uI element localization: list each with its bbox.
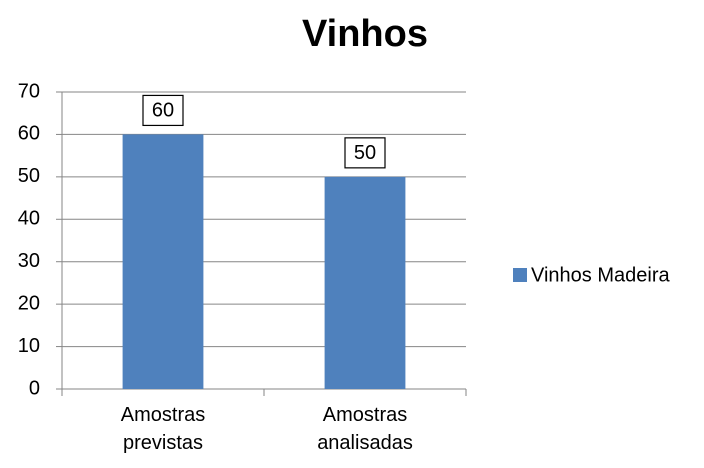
x-tick-label: Amostras analisadas xyxy=(317,404,413,454)
y-tick-label: 0 xyxy=(29,377,40,399)
y-tick-label: 20 xyxy=(18,292,40,314)
data-label-box xyxy=(142,94,184,127)
data-label-box xyxy=(344,137,386,169)
x-tick-label: Amostras previstas xyxy=(120,404,206,454)
legend-label: Vinhos Madeira xyxy=(531,264,670,286)
bar xyxy=(324,176,406,389)
y-tick-label: 60 xyxy=(18,123,40,145)
bar xyxy=(122,134,204,389)
data-label: 50 xyxy=(354,142,376,164)
y-tick-label: 40 xyxy=(18,208,40,230)
data-label: 60 xyxy=(152,100,174,122)
y-tick-label: 10 xyxy=(18,335,40,357)
chart-title: Vinhos xyxy=(302,13,428,55)
y-tick-label: 70 xyxy=(18,80,40,102)
legend-swatch xyxy=(513,268,527,282)
y-tick-label: 50 xyxy=(18,165,40,187)
y-tick-label: 30 xyxy=(18,250,40,272)
